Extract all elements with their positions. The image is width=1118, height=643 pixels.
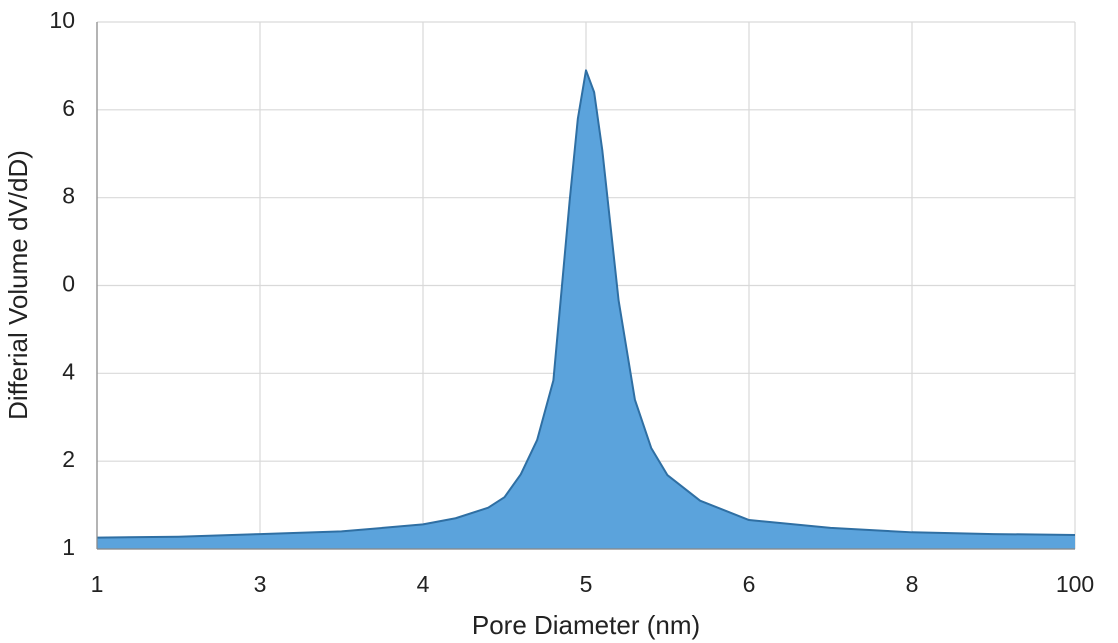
area-fill bbox=[97, 70, 1075, 549]
x-tick-label: 3 bbox=[254, 571, 267, 597]
x-tick-label: 5 bbox=[580, 571, 593, 597]
x-tick-label: 4 bbox=[417, 571, 430, 597]
y-tick-label: 6 bbox=[62, 95, 75, 121]
x-tick-label: 8 bbox=[906, 571, 919, 597]
x-axis-title: Pore Diameter (nm) bbox=[472, 610, 700, 640]
y-tick-label: 8 bbox=[62, 183, 75, 209]
y-tick-label: 2 bbox=[62, 446, 75, 472]
y-tick-label: 4 bbox=[62, 358, 75, 384]
x-tick-label: 6 bbox=[743, 571, 756, 597]
area-line bbox=[96, 69, 1076, 539]
y-tick-label: 1 bbox=[62, 534, 75, 560]
x-tick-label: 100 bbox=[1056, 571, 1094, 597]
y-axis-title: Differial Volume dV/dD) bbox=[3, 150, 33, 420]
x-tick-label: 1 bbox=[91, 571, 104, 597]
y-tick-label: 10 bbox=[49, 7, 75, 33]
y-tick-label: 0 bbox=[62, 271, 75, 297]
